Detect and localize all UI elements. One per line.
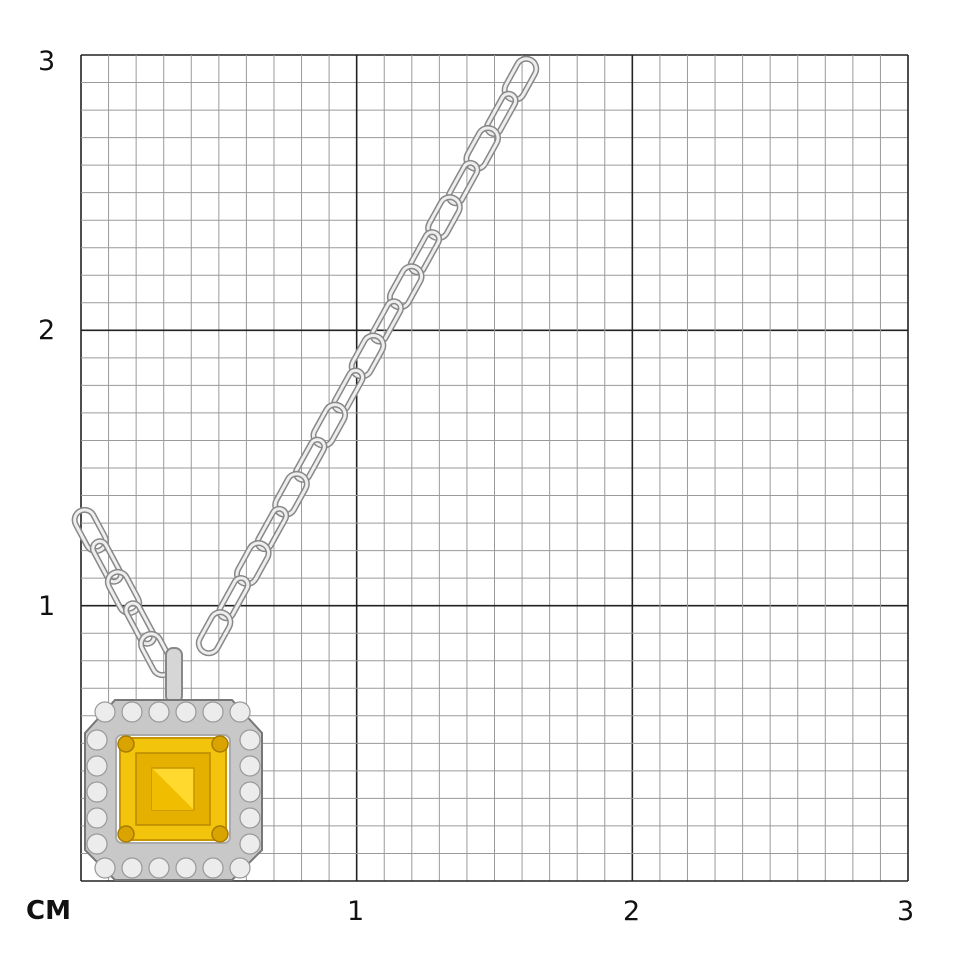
chain-link-highlight [197,610,232,655]
gold-prong-icon [211,735,229,753]
y-tick-2: 2 [38,315,56,346]
gold-prong-icon [117,735,135,753]
halo-diamond-icon [86,833,108,855]
chain-link-highlight [217,576,250,620]
halo-diamond-icon [202,857,224,879]
gold-prong-icon [211,825,229,843]
halo-diamond-icon [148,701,170,723]
chain-link-highlight [235,541,271,586]
halo-diamond-icon [239,833,261,855]
x-tick-1: 1 [347,896,365,927]
halo-diamond-icon [229,701,251,723]
y-tick-3: 3 [38,46,56,77]
halo-diamond-icon [148,857,170,879]
halo-diamond-icon [121,857,143,879]
gem-facet [152,768,194,810]
halo-diamond-icon [239,755,261,777]
halo-diamond-icon [86,729,108,751]
halo-diamond-icon [86,781,108,803]
chain-link-highlight [332,368,365,413]
chain-link-highlight [388,264,424,309]
halo-diamond-icon [86,755,108,777]
chain-link-highlight [273,472,309,517]
chain-link-highlight [464,126,500,171]
chain-link-highlight [503,57,538,102]
gold-prong-icon [117,825,135,843]
halo-diamond-icon [175,701,197,723]
chain-link-highlight [91,539,123,584]
halo-diamond-icon [94,701,116,723]
halo-diamond-icon [239,729,261,751]
halo-diamond-icon [94,857,116,879]
halo-diamond-icon [121,701,143,723]
chain-link-highlight [447,161,479,205]
x-tick-3: 3 [897,896,915,927]
chain-link-highlight [256,507,288,551]
chain-link-highlight [426,195,462,240]
halo-diamond-icon [229,857,251,879]
chain-link-highlight [311,403,347,448]
bail [165,647,183,704]
halo-diamond-icon [86,807,108,829]
y-tick-1: 1 [38,591,56,622]
chain-link-highlight [350,333,385,379]
chain-link-highlight [370,299,403,344]
chain-link-highlight [485,92,518,136]
chain-link-highlight [106,570,141,615]
halo-diamond-icon [239,807,261,829]
x-tick-2: 2 [623,896,641,927]
chain-link-highlight [124,601,156,646]
unit-label: CM [26,896,71,926]
chain-link-highlight [73,508,108,553]
chain-link-highlight [409,230,441,274]
halo-diamond-icon [202,701,224,723]
chain-link-highlight [294,438,326,482]
halo-diamond-icon [239,781,261,803]
halo-diamond-icon [175,857,197,879]
